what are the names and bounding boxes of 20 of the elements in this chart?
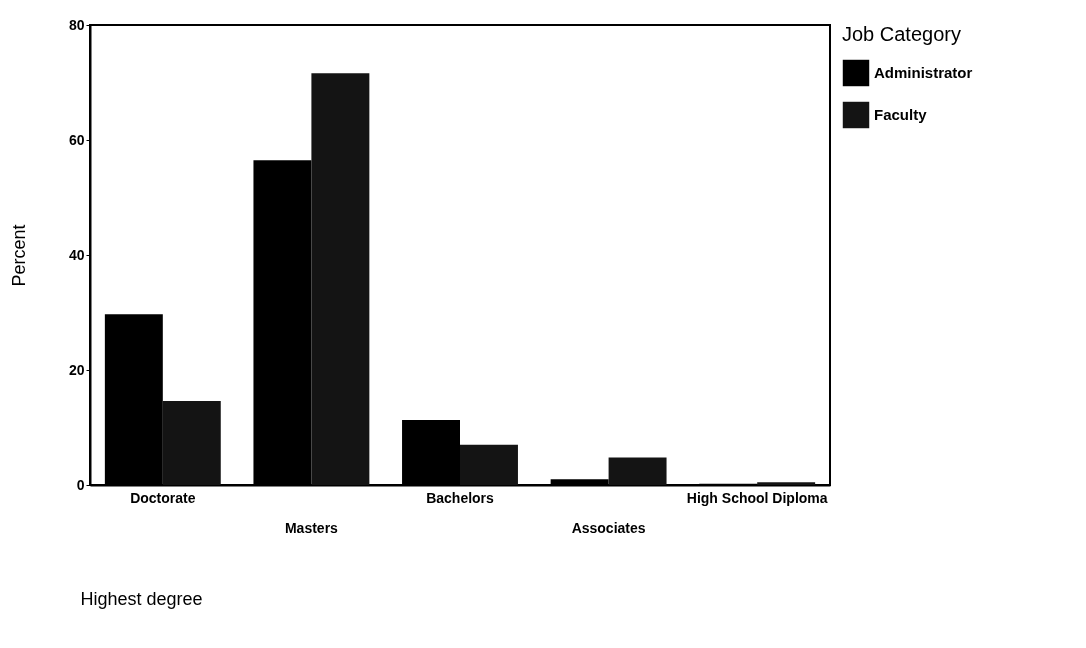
- x-axis-title: Highest degree: [80, 588, 203, 609]
- y-tick-label: 60: [68, 131, 85, 148]
- bar: [460, 444, 518, 485]
- x-tick-label: Bachelors: [426, 489, 495, 506]
- y-tick-label: 80: [68, 16, 85, 33]
- y-axis-title: Percent: [8, 224, 29, 287]
- bar: [757, 482, 816, 485]
- y-tick-label: 0: [76, 476, 85, 493]
- y-tick-label: 20: [68, 361, 85, 378]
- y-tick-label: 40: [68, 246, 85, 263]
- legend-title: Job Category: [842, 23, 961, 45]
- legend-label: Administrator: [874, 64, 973, 81]
- x-tick-label: Associates: [571, 519, 646, 536]
- x-tick-label: Doctorate: [130, 489, 196, 506]
- bar: [608, 457, 667, 485]
- legend-label: Faculty: [874, 106, 928, 123]
- x-tick-label: High School Diploma: [686, 489, 828, 506]
- x-tick-label: Masters: [284, 519, 339, 536]
- bar: [162, 401, 221, 485]
- bar: [311, 73, 370, 485]
